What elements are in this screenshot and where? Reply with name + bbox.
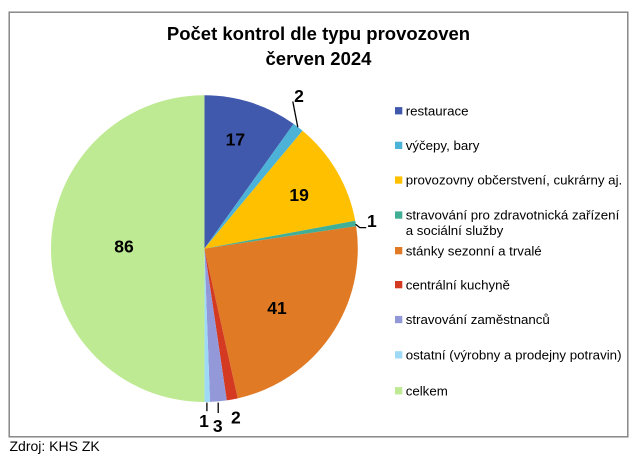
svg-text:restaurace: restaurace: [406, 103, 469, 118]
svg-text:provozovny občerstvení, cukrár: provozovny občerstvení, cukrárny aj.: [406, 173, 623, 188]
svg-text:celkem: celkem: [406, 383, 448, 398]
svg-text:Počet kontrol dle typu provozo: Počet kontrol dle typu provozoven: [167, 23, 470, 44]
svg-text:stravování pro zdravotnická za: stravování pro zdravotnická zařízení: [406, 208, 620, 223]
svg-text:1: 1: [367, 211, 377, 231]
svg-text:86: 86: [114, 237, 134, 257]
svg-text:stravování zaměstnanců: stravování zaměstnanců: [406, 312, 550, 327]
svg-text:stánky sezonní a trvalé: stánky sezonní a trvalé: [406, 243, 542, 258]
svg-text:41: 41: [267, 298, 287, 318]
svg-text:1: 1: [199, 411, 209, 431]
svg-text:2: 2: [231, 407, 241, 427]
svg-text:Zdroj: KHS ZK: Zdroj: KHS ZK: [10, 438, 101, 454]
svg-text:a sociální služby: a sociální služby: [406, 223, 504, 238]
svg-text:19: 19: [289, 185, 309, 205]
svg-text:ostatní (výrobny a prodejny po: ostatní (výrobny a prodejny potravin): [406, 348, 622, 363]
svg-text:červen 2024: červen 2024: [266, 48, 373, 69]
svg-text:centrální kuchyně: centrální kuchyně: [406, 277, 510, 292]
svg-text:2: 2: [294, 86, 304, 106]
svg-text:3: 3: [213, 416, 223, 436]
svg-text:výčepy, bary: výčepy, bary: [406, 138, 480, 153]
svg-text:17: 17: [226, 130, 245, 150]
